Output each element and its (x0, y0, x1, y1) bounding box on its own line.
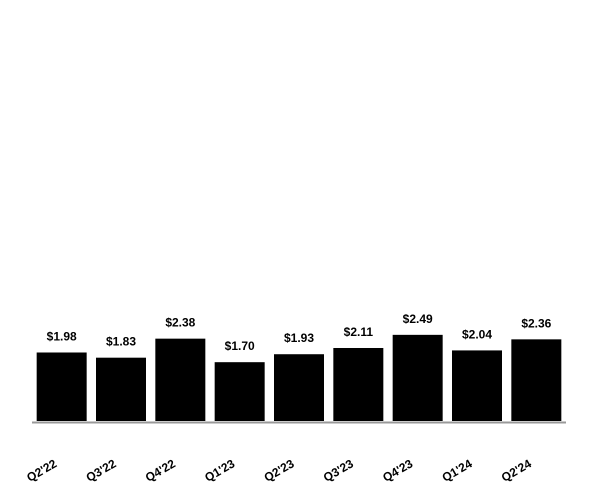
bar (96, 357, 146, 421)
value-label: $1.70 (225, 339, 255, 353)
x-tick-label: Q3'23 (321, 456, 356, 484)
x-tick-label: Q4'23 (380, 456, 415, 484)
value-label: $1.98 (47, 329, 77, 343)
value-label: $2.11 (344, 325, 374, 339)
x-tick-label: Q3'22 (84, 456, 119, 484)
x-tick-label: Q1'24 (440, 456, 475, 484)
x-tick-label: Q2'22 (24, 456, 59, 484)
value-label: $1.83 (106, 335, 136, 349)
value-label: $2.38 (165, 316, 195, 330)
value-label: $2.49 (403, 312, 433, 326)
value-label: $2.04 (462, 327, 492, 341)
bar (214, 362, 265, 421)
x-tick-label: Q2'23 (262, 456, 297, 484)
bar (333, 347, 384, 421)
bar (452, 350, 502, 421)
bar (36, 352, 87, 421)
bar (274, 354, 324, 421)
value-label: $1.93 (284, 331, 314, 345)
value-label: $2.36 (521, 316, 551, 330)
bar (511, 339, 562, 421)
x-tick-label: Q1'23 (202, 456, 237, 484)
x-tick-label: Q4'22 (143, 456, 178, 484)
bar (392, 334, 443, 421)
bar (155, 338, 206, 421)
x-tick-label: Q2'24 (499, 456, 534, 484)
